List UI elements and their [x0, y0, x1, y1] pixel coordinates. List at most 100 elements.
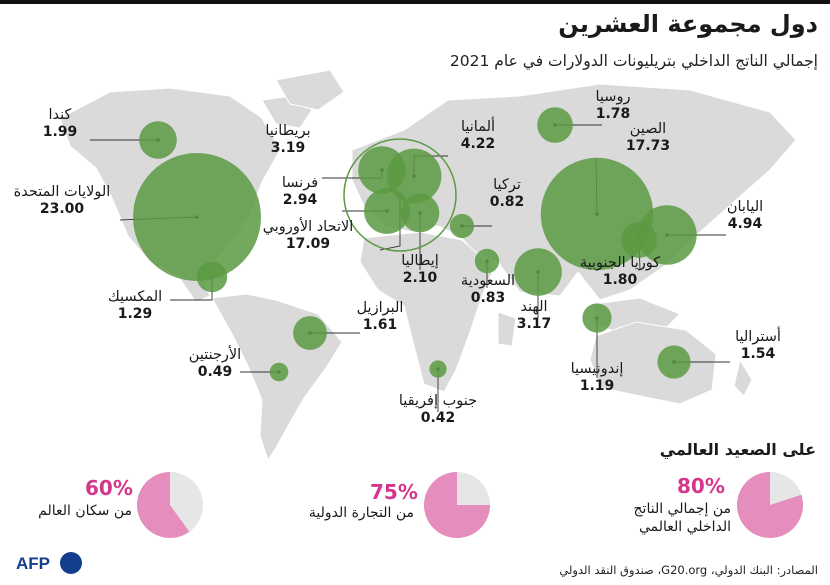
- pie-slice: [137, 472, 190, 538]
- stat-population-caption-line1: من سكان العالم: [38, 503, 132, 519]
- stat-population-caption: من سكان العالم: [38, 502, 132, 520]
- country-name: الأرجنتين: [188, 347, 242, 363]
- country-name: الصين: [629, 121, 667, 137]
- country-value: 1.99: [42, 124, 78, 141]
- country-label-18: الأرجنتين 0.49: [155, 346, 275, 382]
- country-value: 1.61: [362, 317, 398, 334]
- pie-population: [137, 472, 203, 538]
- stat-gdp-caption-line1: من إجمالي الناتج: [633, 501, 731, 517]
- country-value: 0.42: [420, 410, 456, 427]
- country-label-7: فرنسا 2.94: [240, 174, 360, 210]
- pie-trade: [424, 472, 490, 538]
- bubble-9: [139, 121, 177, 159]
- bubble-17: [449, 213, 475, 239]
- country-value: 1.54: [740, 346, 776, 363]
- stat-population-percent: 60%: [85, 476, 133, 500]
- country-name: ألمانيا: [460, 119, 496, 135]
- country-name: بريطانيا: [265, 123, 311, 139]
- country-value: 1.80: [602, 272, 638, 289]
- stat-gdp: 80% من إجمالي الناتج الداخلي العالمي: [595, 470, 815, 540]
- country-name: تركيا: [493, 177, 521, 193]
- land-shape-7: [589, 321, 717, 405]
- bubble-6: [514, 248, 562, 296]
- country-value: 23.00: [39, 201, 85, 218]
- country-name: إندونيسيا: [570, 361, 624, 377]
- stat-gdp-caption: من إجمالي الناتج الداخلي العالمي: [634, 500, 731, 536]
- country-label-5: بريطانيا 3.19: [228, 122, 348, 158]
- country-name: روسيا: [595, 89, 631, 105]
- country-label-13: أستراليا 1.54: [698, 328, 818, 364]
- country-name: الولايات المتحدة: [13, 184, 111, 200]
- bubble-14: [196, 261, 228, 293]
- land-shape-9: [733, 358, 753, 397]
- global-heading: على الصعيد العالمي: [659, 440, 816, 459]
- country-value: 1.78: [595, 106, 631, 123]
- country-value: 17.73: [625, 138, 671, 155]
- country-value: 17.09: [285, 236, 331, 253]
- bubble-10: [621, 222, 657, 258]
- country-value: 2.94: [282, 192, 318, 209]
- stat-trade-percent: 75%: [370, 480, 418, 504]
- country-name: إيطاليا: [401, 253, 439, 269]
- country-name: فرنسا: [281, 175, 319, 191]
- country-label-11: روسيا 1.78: [553, 88, 673, 124]
- land-shape-5: [359, 231, 495, 393]
- country-label-4: ألمانيا 4.22: [418, 118, 538, 154]
- bubble-eu-ring: [343, 138, 457, 252]
- country-label-12: البرازيل 1.61: [320, 299, 440, 335]
- country-value: 4.94: [727, 216, 763, 233]
- country-label-3: اليابان 4.94: [685, 198, 805, 234]
- country-label-14: المكسيك 1.29: [75, 288, 195, 324]
- country-value: 3.17: [516, 316, 552, 333]
- pie-slice: [736, 472, 803, 538]
- country-name: الهند: [520, 299, 548, 315]
- country-label-6: الهند 3.17: [474, 298, 594, 334]
- bubble-19: [429, 360, 447, 378]
- chart-subtitle: إجمالي الناتج الداخلي بتريليونات الدولار…: [449, 52, 818, 70]
- country-label-1: الصين 17.73: [588, 120, 708, 156]
- afp-logo-dot: [60, 552, 82, 574]
- pie-slice: [424, 472, 490, 538]
- bubble-13: [657, 345, 691, 379]
- land-shape-8: [497, 311, 517, 347]
- stat-trade: 75% من التجارة الدولية: [290, 470, 490, 540]
- stat-trade-caption-line1: من التجارة الدولية: [308, 505, 414, 521]
- country-name: أستراليا: [735, 329, 781, 345]
- country-value: 0.82: [489, 194, 525, 211]
- country-value: 2.10: [402, 270, 438, 287]
- bubble-12: [293, 316, 327, 350]
- country-value: 1.29: [117, 306, 153, 323]
- country-name: كوريا الجنوبية: [579, 255, 661, 271]
- country-label-17: تركيا 0.82: [447, 176, 567, 212]
- country-name: السعودية: [460, 273, 516, 289]
- bubble-18: [269, 362, 289, 382]
- bubble-15: [582, 303, 612, 333]
- stat-gdp-caption-line2: الداخلي العالمي: [638, 519, 731, 536]
- country-value: 3.19: [270, 140, 306, 157]
- bubble-7: [364, 188, 410, 234]
- bubble-11: [537, 107, 573, 143]
- afp-logo: AFP: [16, 552, 86, 578]
- bubble-0: [133, 153, 261, 281]
- stat-population: 60% من سكان العالم: [20, 470, 210, 540]
- country-label-9: كندا 1.99: [0, 106, 120, 142]
- gdp-bubbles: [133, 107, 697, 382]
- country-name: الاتحاد الأوروبي: [262, 219, 354, 235]
- bubble-16: [474, 248, 500, 274]
- source-note: المصادر: البنك الدولي، G20.org، صندوق ال…: [559, 563, 818, 577]
- country-value: 1.19: [579, 378, 615, 395]
- country-name: اليابان: [726, 199, 764, 215]
- country-name: جنوب إفريقيا: [398, 393, 478, 409]
- country-value: 4.22: [460, 136, 496, 153]
- pie-gdp: [736, 472, 803, 538]
- stat-gdp-percent: 80%: [677, 474, 725, 498]
- country-label-10: كوريا الجنوبية 1.80: [560, 254, 680, 290]
- country-label-0: الولايات المتحدة 23.00: [2, 183, 122, 219]
- bubble-5: [358, 146, 406, 194]
- land-shape-2: [275, 69, 345, 111]
- country-name: كندا: [48, 107, 72, 123]
- top-rule: [0, 0, 830, 4]
- country-name: البرازيل: [356, 300, 404, 316]
